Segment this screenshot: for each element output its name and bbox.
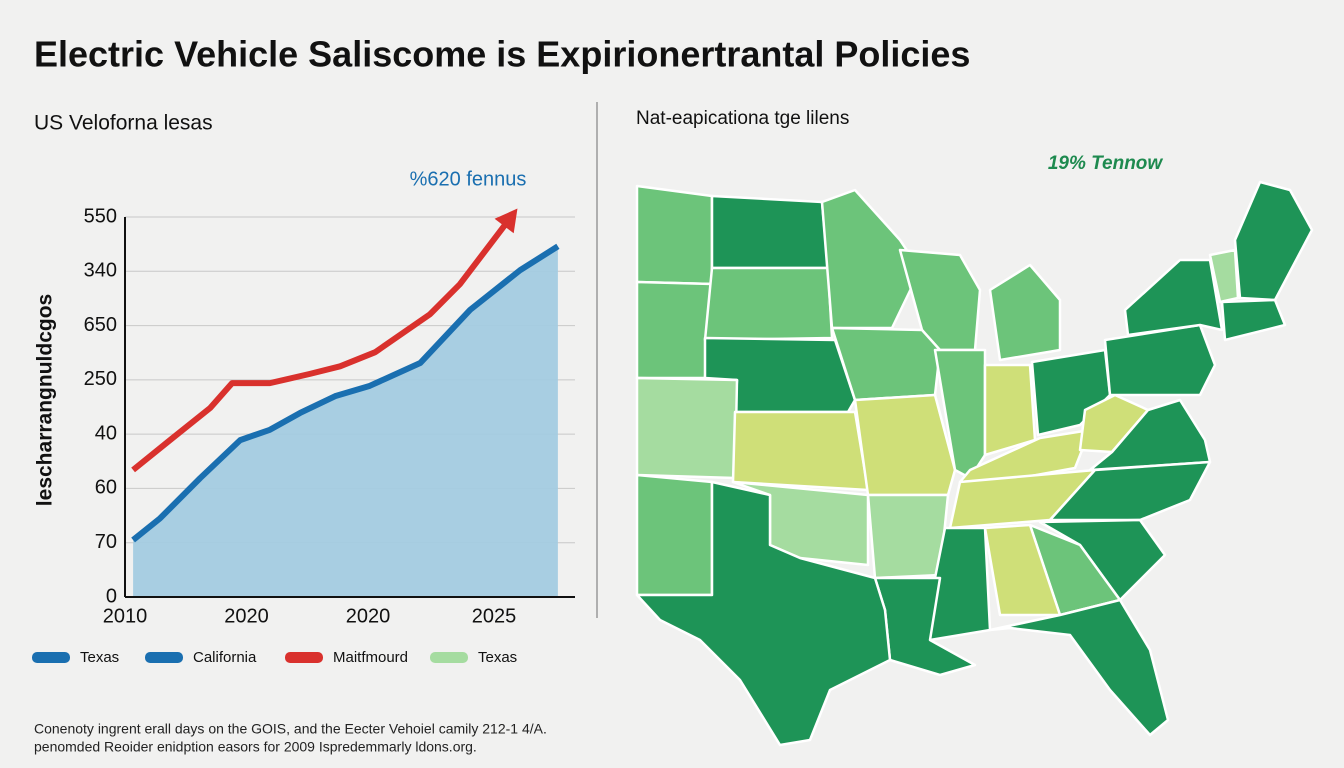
y-tick-label: 70	[95, 531, 117, 553]
y-tick-label: 60	[95, 477, 117, 499]
annotation: %620 fennus	[410, 168, 527, 190]
y-tick-label: 340	[84, 260, 117, 282]
x-tick-label: 2025	[472, 605, 517, 627]
legend-swatch	[145, 652, 183, 663]
area	[133, 246, 558, 598]
legend-swatch	[285, 652, 323, 663]
x-tick-label: 2020	[346, 605, 391, 627]
legend-label: California	[193, 649, 257, 666]
legend-label: Maitfmourd	[333, 649, 408, 666]
main-title: Electric Vehicle Saliscome is Expirioner…	[34, 34, 970, 75]
arrow-head	[494, 208, 518, 234]
legend-swatch	[430, 652, 468, 663]
footer-line: penomded Reoider enidption easors for 20…	[34, 739, 477, 755]
us-map	[635, 180, 1314, 747]
y-tick-label: 650	[84, 314, 117, 336]
y-axis-label: lescharrangnuldcgos	[34, 294, 57, 506]
line	[131, 216, 513, 473]
legend-label: Texas	[80, 649, 119, 666]
y-tick-label: 550	[84, 205, 117, 227]
footer-line: Conenoty ingrent erall days on the GOIS,…	[34, 721, 547, 737]
y-tick-label: 40	[95, 422, 117, 444]
chart-title: US Veloforna lesas	[34, 112, 213, 135]
map-title: Nat-eapicationa tge lilens	[636, 108, 849, 129]
map-annotation: 19% Tennow	[1048, 153, 1164, 174]
x-tick-label: 2020	[224, 605, 269, 627]
y-tick-label: 250	[84, 368, 117, 390]
y-tick-label: 0	[106, 585, 117, 607]
x-tick-label: 2010	[103, 605, 148, 627]
legend-label: Texas	[478, 649, 517, 666]
legend-swatch	[32, 652, 70, 663]
line	[131, 243, 560, 543]
